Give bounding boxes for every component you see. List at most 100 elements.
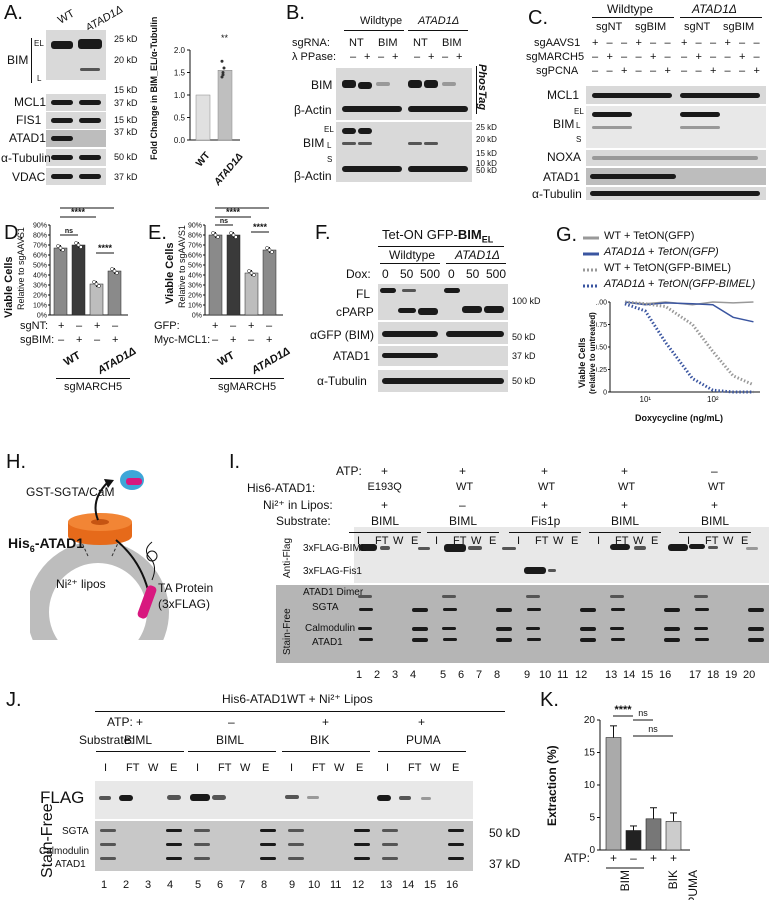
chart-k-atp-label: ATP: xyxy=(564,851,590,865)
chart-d-bar xyxy=(107,270,122,316)
chart-g-ytick-label: 0.75 xyxy=(596,322,607,329)
chart-k-ylabel: Extraction (%) xyxy=(545,745,559,826)
marker: 50 kD xyxy=(512,376,536,386)
i-lane-number: 1 xyxy=(356,669,363,681)
c-cond-value: – xyxy=(753,37,760,49)
j-sub-label: Substrate: xyxy=(79,733,134,747)
h-gst-label: GST-SGTA/CaM xyxy=(26,485,115,499)
chart-e-sig: ns xyxy=(220,218,228,225)
c-cond-value: – xyxy=(635,65,642,77)
chart-d-point xyxy=(79,245,83,249)
chart-d-row-value: – xyxy=(58,334,65,346)
ppase-value: + xyxy=(456,51,463,63)
marker: 37 kD xyxy=(114,98,138,108)
j-lane-number: 13 xyxy=(380,879,393,891)
i-lane-number: 10 xyxy=(539,669,552,681)
j-lane-number: 14 xyxy=(402,879,415,891)
panel-letter-d: D. xyxy=(4,222,24,244)
chart-k-atp: + xyxy=(650,851,657,865)
chart-d-ytick-label: 90% xyxy=(33,223,47,230)
marker: 37 kD xyxy=(114,172,138,182)
chart-d-point xyxy=(61,248,65,252)
j-band-atad1: ATAD1 xyxy=(55,859,86,870)
chart-d-footer: sgMARCH5 xyxy=(64,381,123,393)
ppase-value: – xyxy=(350,51,357,63)
chart-e-row-value: + xyxy=(266,334,273,346)
panel-letter-a: A. xyxy=(4,2,23,24)
j-lane-number: 16 xyxy=(446,879,459,891)
chart-a-point xyxy=(221,71,225,74)
chart-a-bar xyxy=(217,70,233,141)
f-group-atad1: ATAD1Δ xyxy=(455,248,500,262)
chart-a-bar xyxy=(195,94,211,141)
chart-e-ytick-label: 0% xyxy=(192,313,202,320)
chart-a-sig: ** xyxy=(221,33,229,43)
chart-g-xlabel: Doxycycline (ng/mL) xyxy=(635,413,724,423)
c-cond-value: – xyxy=(710,37,717,49)
chart-e-row-label: Myc-MCL1: xyxy=(154,334,211,346)
blot-a-tubulin xyxy=(46,149,106,166)
i-lane-number: 13 xyxy=(605,669,618,681)
i-atp: + xyxy=(381,464,389,478)
g-legend-swatch xyxy=(583,284,599,288)
f-dox-value: 500 xyxy=(486,267,507,281)
blot-f-atad1 xyxy=(378,346,508,366)
panel-letter-g: G. xyxy=(556,224,578,246)
blot-b-bim-sds xyxy=(336,122,472,182)
blot-c-atad1 xyxy=(586,168,766,185)
chart-d-point xyxy=(112,269,117,273)
ppase-value: + xyxy=(392,51,399,63)
chart-d-bar xyxy=(89,283,104,316)
panel-letter-i: I. xyxy=(229,451,241,473)
j-lane-number: 7 xyxy=(239,879,246,891)
chart-k-atp: – xyxy=(630,851,637,865)
row-label-b-actin2: β-Actin xyxy=(294,169,332,183)
j-band-sgta: SGTA xyxy=(62,826,89,837)
i-atp: + xyxy=(621,464,629,478)
j-atp: + xyxy=(322,715,330,729)
i-fraction: E xyxy=(651,535,659,547)
marker: 20 kD xyxy=(114,55,138,65)
c-isoform-s: S xyxy=(576,135,582,144)
i-fraction: E xyxy=(571,535,579,547)
chart-k-ytick-label: 0 xyxy=(589,845,595,856)
j-atp: + xyxy=(136,715,144,729)
f-dox-value: 0 xyxy=(382,267,389,281)
chart-k-xlabel: BIK xyxy=(666,870,680,889)
chart-e-sig: **** xyxy=(235,205,250,208)
chart-k-bar xyxy=(665,821,682,851)
chart-d-ytick-label: 50% xyxy=(33,263,47,270)
i-lane-number: 3 xyxy=(392,669,399,681)
i-fraction: E xyxy=(741,535,749,547)
marker: 50 kD xyxy=(512,332,536,342)
row-label-f-gfp: αGFP (BIM) xyxy=(310,328,375,342)
j-lane-number: 6 xyxy=(217,879,224,891)
chart-e-point xyxy=(211,231,215,235)
f-group-wildtype: Wildtype xyxy=(389,248,436,262)
j-fraction: E xyxy=(356,762,364,774)
i-fraction: I xyxy=(597,535,601,547)
chart-e-bar xyxy=(226,234,241,316)
c-cond-value: – xyxy=(592,51,599,63)
j-substrate: BIML xyxy=(124,733,153,747)
chart-d-row-value: + xyxy=(58,320,65,332)
i-ni: + xyxy=(711,498,719,512)
chart-d-point xyxy=(94,282,99,286)
chart-d-point xyxy=(74,241,78,245)
i-atad1: WT xyxy=(456,481,474,493)
blot-c-tubulin xyxy=(586,187,766,200)
chart-d-ylabel: Viable Cells xyxy=(3,256,15,318)
blot-f-gfp xyxy=(378,322,508,344)
j-fraction: I xyxy=(386,762,390,774)
row-label-f-fl: FL xyxy=(356,287,371,301)
blot-a-bim xyxy=(46,30,106,80)
i-atp: + xyxy=(459,464,467,478)
c-cond-value: – xyxy=(635,51,642,63)
chart-d-ytick-label: 40% xyxy=(33,273,47,280)
j-fraction: E xyxy=(262,762,270,774)
i-row-label: His6-ATAD1: xyxy=(247,481,316,495)
g-legend-swatch xyxy=(583,252,599,256)
chart-a-ytick-label: 0.0 xyxy=(174,136,186,145)
i-band-sgta: SGTA xyxy=(312,602,339,613)
j-substrate: PUMA xyxy=(406,733,441,747)
